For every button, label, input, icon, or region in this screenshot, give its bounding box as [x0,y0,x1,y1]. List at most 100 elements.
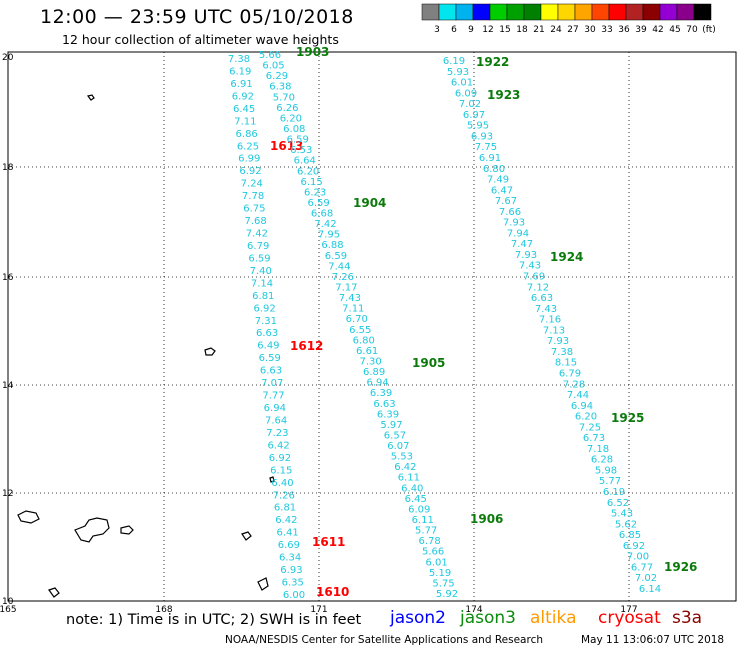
colorbar-label: 9 [468,25,474,35]
colorbar-label: 12 [482,25,493,35]
wave-height-value: 6.68 [311,209,333,220]
island-outline [204,347,216,356]
wave-height-value: 6.47 [491,185,513,196]
wave-height-value: 8.15 [555,358,577,369]
wave-height-value: 5.92 [436,589,458,600]
wave-height-value: 7.11 [342,304,364,315]
wave-height-value: 6.11 [398,473,420,484]
colorbar-label: 3 [434,25,440,35]
wave-height-value: 6.80 [353,335,375,346]
legend-jason3: jason3 [460,608,516,628]
wave-height-value: 6.40 [401,483,423,494]
legend-s3a: s3a [672,608,703,628]
lon-tick-label: 171 [310,605,327,615]
legend-altika: altika [530,608,577,628]
wave-height-value: 7.25 [579,422,601,433]
pass-time-label: 1904 [353,196,386,210]
island-outline [17,510,40,524]
wave-height-value: 7.93 [515,250,537,261]
wave-height-value: 7.64 [265,415,287,426]
track-left: 7.386.196.916.926.457.116.866.256.996.92… [228,54,350,601]
wave-height-value: 7.14 [251,278,273,289]
pass-time-label: 1612 [290,339,323,353]
wave-height-value: 6.11 [412,515,434,526]
wave-height-value: 7.44 [567,390,589,401]
wave-height-value: 7.75 [475,142,497,153]
pass-time-label: 1611 [312,535,345,549]
wave-height-value: 6.45 [233,104,255,115]
island-outline [74,517,110,543]
wave-height-value: 6.01 [451,78,473,89]
wave-height-value: 6.97 [463,110,485,121]
wave-height-value: 6.55 [349,325,371,336]
wave-height-value: 6.63 [373,399,395,410]
colorbar-label: 21 [533,25,544,35]
wave-height-value: 7.38 [551,347,573,358]
wave-height-value: 7.47 [511,239,533,250]
wave-height-value: 7.17 [335,283,357,294]
wave-height-value: 6.35 [282,578,304,589]
wave-height-value: 5.66 [259,50,281,61]
wave-height-value: 7.69 [523,272,545,283]
wave-height-value: 7.13 [543,325,565,336]
pass-time-label: 1924 [550,250,583,264]
wave-height-value: 6.69 [278,540,300,551]
wave-height-value: 6.20 [297,166,319,177]
map-title: 12:00 — 23:59 UTC 05/10/2018 [40,6,354,28]
wave-height-value: 6.78 [419,536,441,547]
wave-height-value: 6.49 [257,341,279,352]
wave-height-value: 6.23 [304,187,326,198]
wave-height-value: 6.85 [619,530,641,541]
island-outline [269,476,275,483]
wave-height-value: 6.92 [269,453,291,464]
legend-jason2: jason2 [390,608,446,628]
wave-height-value: 7.42 [314,219,336,230]
wave-height-value: 7.26 [273,490,295,501]
wave-height-value: 6.29 [266,71,288,82]
wave-height-value: 7.93 [503,218,525,229]
wave-height-value: 6.92 [239,166,261,177]
wave-height-value: 6.01 [425,557,447,568]
wave-height-value: 6.75 [243,204,265,215]
wave-height-value: 6.81 [274,503,296,514]
wave-height-value: 6.08 [283,124,305,135]
wave-height-value: 7.49 [487,175,509,186]
wave-height-value: 6.80 [483,164,505,175]
wave-height-value: 7.42 [246,229,268,240]
wave-height-value: 6.52 [607,498,629,509]
track-mid: 5.666.056.296.385.706.266.206.086.596.53… [259,45,504,600]
wave-height-value: 7.00 [627,552,649,563]
wave-height-value: 5.77 [415,526,437,537]
wave-height-value: 6.94 [264,403,286,414]
wave-height-value: 5.70 [273,92,295,103]
colorbar-label: 39 [635,25,647,35]
wave-height-value: 6.59 [248,253,270,264]
pass-time-label: 1922 [476,55,509,69]
colorbar: 3 6 9 12 15 18 21 24 27 30 33 36 39 42 45 70 (ft) [421,3,716,35]
wave-height-value: 6.42 [275,515,297,526]
wave-height-value: 5.98 [595,465,617,476]
wave-height-value: 7.26 [332,272,354,283]
wave-height-value: 6.91 [230,79,252,90]
lat-tick-label: 12 [2,489,13,499]
wave-height-value: 6.26 [276,103,298,114]
island-outline [241,531,252,541]
wave-height-value: 6.59 [259,353,281,364]
pass-time-label: 1903 [296,45,329,59]
colorbar-swatch [693,3,712,21]
wave-height-value: 7.38 [228,54,250,65]
wave-height-value: 6.05 [262,61,284,72]
legend-cryosat: cryosat [598,608,661,628]
wave-height-value: 5.43 [611,509,633,520]
wave-height-value: 6.79 [247,241,269,252]
wave-height-value: 6.91 [479,153,501,164]
wave-height-value: 6.19 [229,66,251,77]
wave-height-value: 7.11 [234,116,256,127]
wave-height-value: 6.64 [294,156,316,167]
wave-height-value: 6.42 [268,440,290,451]
wave-height-value: 6.63 [531,293,553,304]
credit-line: NOAA/NESDIS Center for Satellite Applica… [225,634,543,646]
wave-height-value: 6.28 [591,455,613,466]
colorbar-label: 6 [451,25,457,35]
wave-height-value: 7.68 [244,216,266,227]
